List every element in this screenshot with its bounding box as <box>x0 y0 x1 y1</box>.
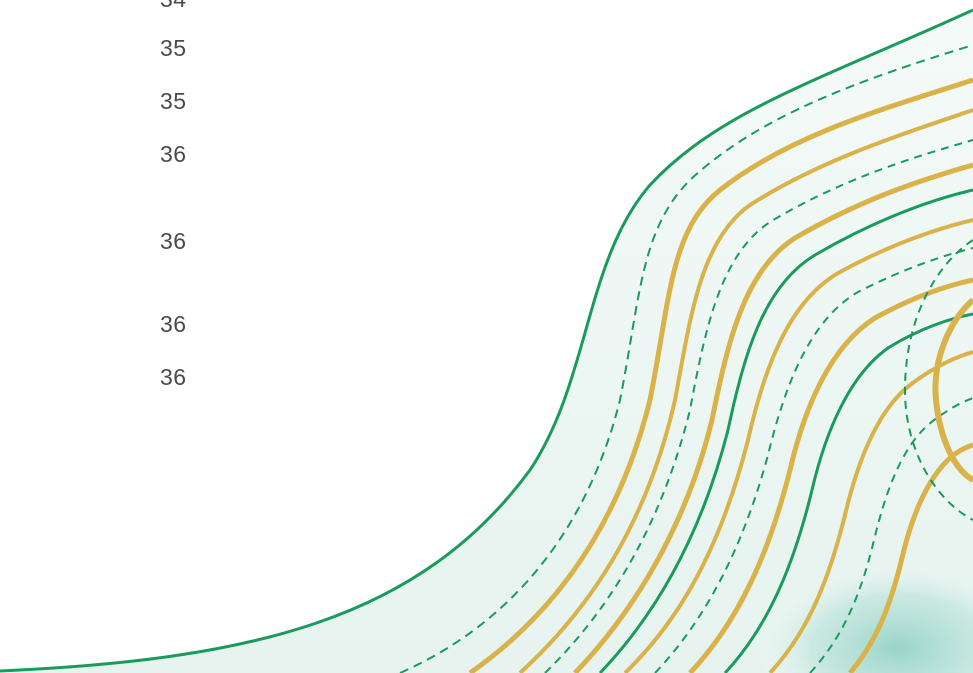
page-number: 35 <box>160 35 187 61</box>
page-number: 36 <box>160 141 187 167</box>
page-number: 36 <box>160 311 187 337</box>
page-number: 36 <box>160 228 187 254</box>
page-number: 34 <box>160 0 187 12</box>
page-number: 36 <box>160 364 187 390</box>
page-number: 35 <box>160 88 187 114</box>
